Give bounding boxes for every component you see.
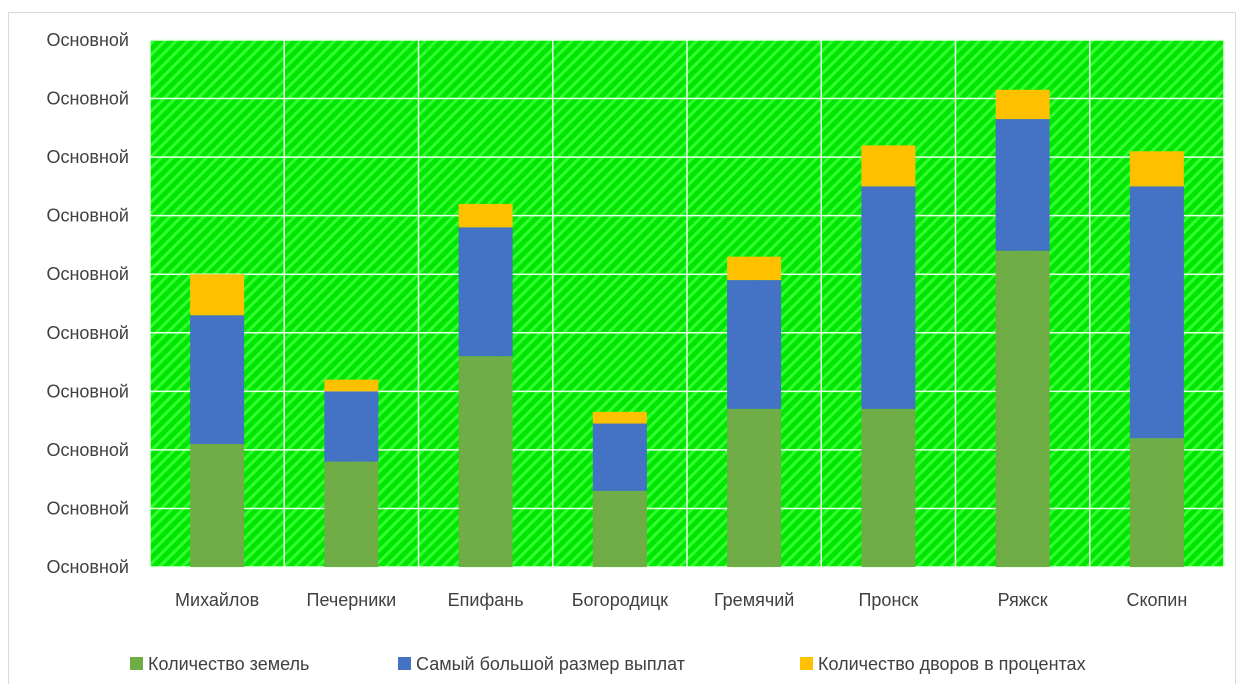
x-tick-label: Епифань: [448, 590, 524, 610]
bar-segment: [458, 356, 513, 567]
bar-segment: [458, 227, 513, 357]
legend-label: Самый большой размер выплат: [416, 654, 685, 674]
bar-segment: [324, 379, 379, 392]
y-tick-label: Основной: [46, 89, 129, 109]
y-tick-label: Основной: [46, 30, 129, 50]
bar-segment: [592, 423, 647, 491]
legend-swatch: [130, 657, 143, 670]
bar-segment: [861, 145, 916, 187]
bar-segment: [190, 444, 245, 567]
x-tick-label: Скопин: [1126, 590, 1187, 610]
bar-segment: [1129, 438, 1184, 567]
x-tick-label: Печерники: [307, 590, 397, 610]
x-tick-label: Богородицк: [572, 590, 668, 610]
y-tick-label: Основной: [46, 440, 129, 460]
y-tick-label: Основной: [46, 381, 129, 401]
bar-segment: [1129, 151, 1184, 187]
y-tick-label: Основной: [46, 206, 129, 226]
legend: Количество земель Самый большой размер вы…: [130, 654, 1086, 674]
legend-swatch: [800, 657, 813, 670]
bars: [190, 89, 1184, 568]
x-tick-label: Ряжск: [998, 590, 1048, 610]
x-tick-label: Михайлов: [175, 590, 259, 610]
legend-label: Количество земель: [148, 654, 309, 674]
y-tick-label: Основной: [46, 557, 129, 577]
legend-label: Количество дворов в процентах: [818, 654, 1086, 674]
bar-segment: [727, 408, 782, 567]
bar-segment: [995, 119, 1050, 251]
bar-segment: [324, 461, 379, 567]
bar-segment: [995, 250, 1050, 568]
y-tick-label: Основной: [46, 264, 129, 284]
bar-segment: [995, 89, 1050, 120]
bar-segment: [1129, 186, 1184, 439]
bar-segment: [458, 203, 513, 228]
bar-segment: [861, 408, 916, 567]
legend-swatch: [398, 657, 411, 670]
x-tick-label: Гремячий: [714, 590, 794, 610]
y-tick-label: Основной: [46, 323, 129, 343]
bar-segment: [861, 186, 916, 409]
bar-segment: [324, 391, 379, 462]
bar-segment: [592, 411, 647, 424]
bar-segment: [727, 256, 782, 281]
y-tick-label: Основной: [46, 147, 129, 167]
bar-segment: [190, 315, 245, 445]
bar-segment: [190, 274, 245, 316]
bar-segment: [727, 280, 782, 409]
x-axis-labels: Михайлов Печерники Епифань Богородицк Гремяч…: [175, 590, 1187, 610]
bar-segment: [592, 490, 647, 567]
x-tick-label: Пронск: [858, 590, 918, 610]
y-tick-label: Основной: [46, 498, 129, 518]
y-axis-labels: Основной Основной Основной Основной Основной…: [46, 30, 129, 577]
